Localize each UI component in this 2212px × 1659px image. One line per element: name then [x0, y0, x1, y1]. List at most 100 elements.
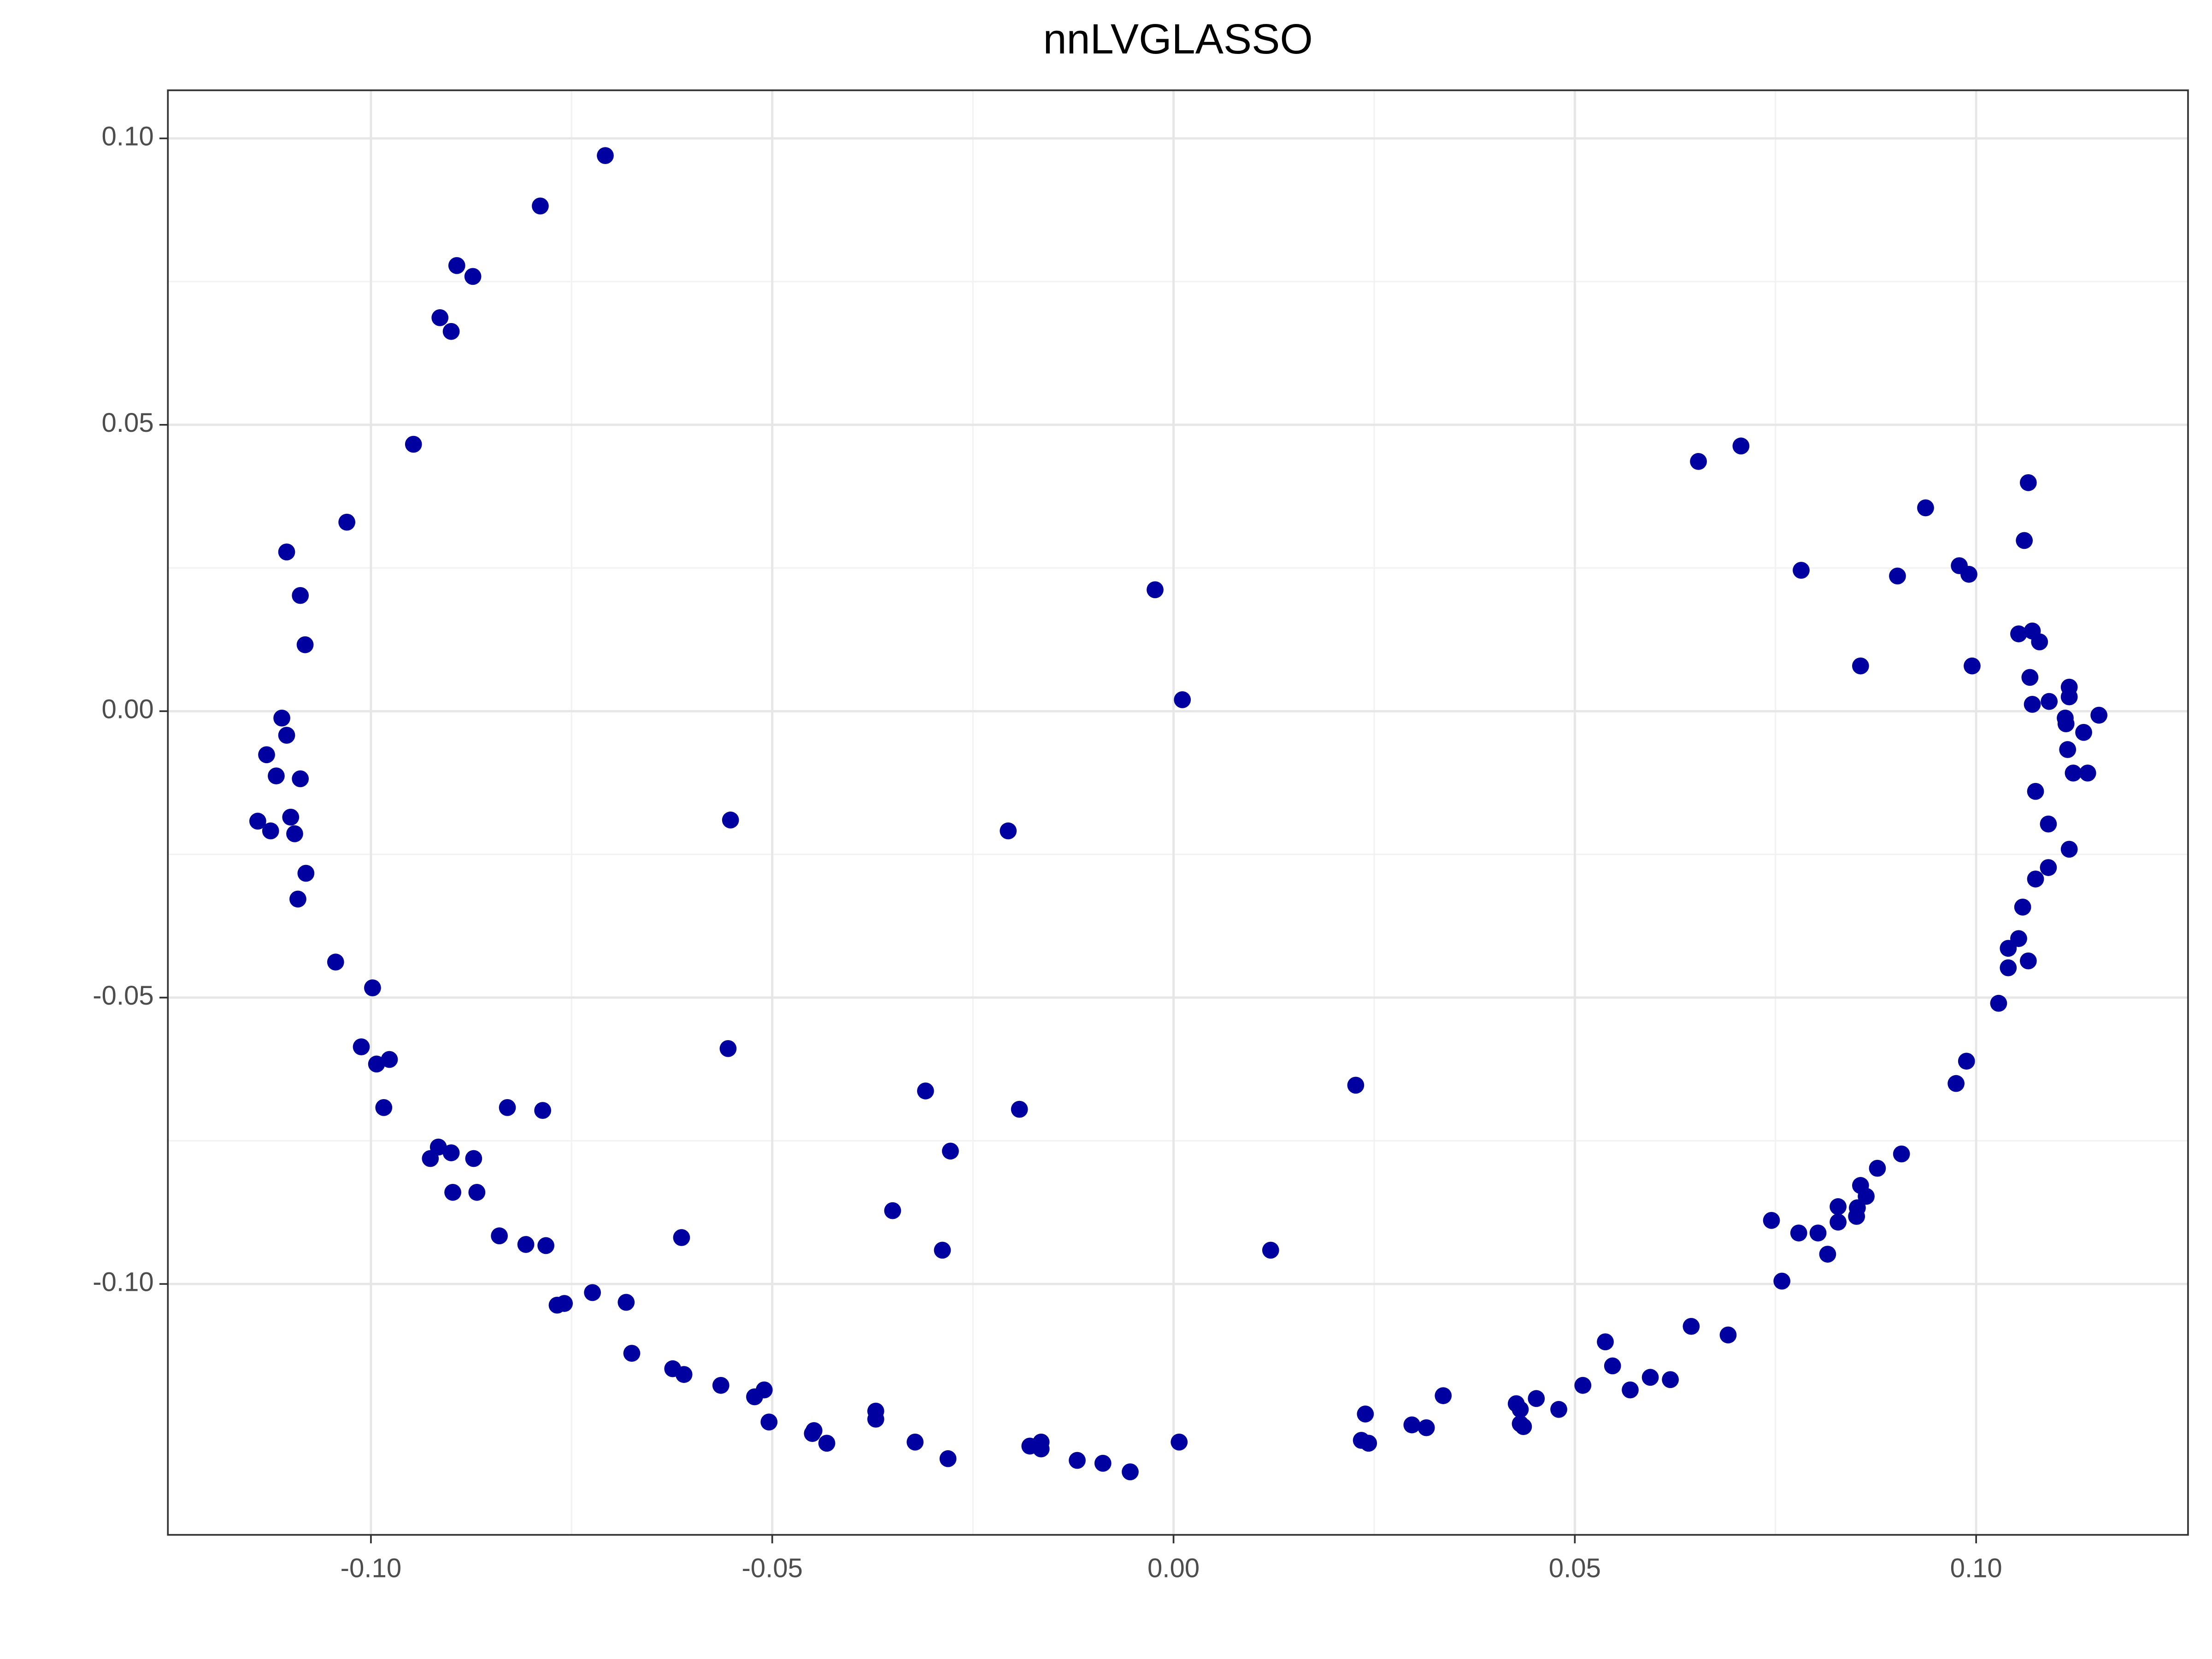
point: [2040, 859, 2057, 876]
point: [2010, 625, 2027, 642]
point: [1262, 1241, 1279, 1259]
point: [1574, 1377, 1592, 1394]
point: [1512, 1401, 1529, 1418]
x-tick-label: -0.05: [741, 1553, 803, 1583]
point: [491, 1227, 508, 1245]
point: [556, 1295, 573, 1312]
point: [2014, 898, 2031, 916]
point: [296, 636, 314, 653]
y-tick-label: 0.00: [101, 694, 153, 724]
point: [1732, 437, 1750, 455]
y-tick-label: -0.05: [93, 981, 154, 1011]
point: [597, 147, 614, 164]
point: [1849, 1199, 1866, 1217]
points: [249, 147, 2108, 1481]
point: [760, 1413, 778, 1431]
grid: [168, 90, 2188, 1535]
point: [1719, 1326, 1737, 1344]
point: [1094, 1454, 1112, 1472]
point: [917, 1082, 934, 1100]
point: [405, 435, 422, 453]
point: [1403, 1416, 1421, 1434]
point: [1418, 1419, 1435, 1436]
point: [1000, 822, 1017, 840]
x-tick-label: -0.10: [341, 1553, 402, 1583]
point: [2031, 633, 2048, 651]
point: [2010, 930, 2027, 947]
point: [442, 323, 460, 340]
point: [2041, 693, 2058, 710]
point: [1958, 1053, 1975, 1070]
point: [448, 257, 465, 274]
point: [746, 1388, 763, 1406]
point: [1763, 1212, 1780, 1229]
point: [1793, 562, 1810, 579]
point: [278, 543, 295, 561]
point: [1515, 1418, 1532, 1435]
point: [1889, 567, 1906, 585]
point: [1893, 1145, 1910, 1163]
point: [282, 808, 300, 826]
point: [804, 1425, 821, 1442]
point: [286, 825, 303, 842]
point: [2059, 741, 2077, 758]
point: [1947, 1075, 1965, 1092]
chart-title: nnLVGLASSO: [1043, 16, 1312, 63]
point: [499, 1099, 516, 1116]
point: [532, 197, 549, 215]
point: [1641, 1369, 1659, 1386]
point: [517, 1236, 535, 1253]
point: [867, 1411, 884, 1428]
point: [297, 865, 315, 882]
point: [584, 1284, 601, 1301]
point: [1360, 1435, 1377, 1452]
point: [249, 812, 266, 830]
point: [1773, 1272, 1791, 1290]
point: [906, 1433, 924, 1451]
point: [537, 1237, 554, 1254]
point: [1435, 1387, 1452, 1404]
point: [1528, 1390, 1545, 1407]
point: [673, 1229, 690, 1246]
point: [465, 1150, 482, 1167]
point: [1869, 1159, 1886, 1177]
point: [1622, 1381, 1639, 1399]
point: [2000, 959, 2017, 977]
x-tick-label: 0.10: [1950, 1553, 2002, 1583]
point: [273, 709, 290, 727]
point: [368, 1055, 385, 1073]
point: [422, 1150, 439, 1167]
point: [375, 1099, 393, 1116]
point: [2060, 688, 2078, 706]
point: [818, 1435, 835, 1452]
point: [2020, 474, 2037, 491]
point: [1830, 1213, 1847, 1231]
y-tick-label: -0.10: [93, 1267, 154, 1297]
point: [719, 1040, 737, 1057]
point: [1819, 1246, 1836, 1263]
point: [431, 309, 449, 326]
point: [262, 822, 279, 840]
point: [327, 953, 344, 971]
point: [1069, 1452, 1086, 1469]
point: [2027, 871, 2044, 888]
point: [1604, 1357, 1621, 1375]
point: [381, 1051, 398, 1068]
panel-border: [167, 89, 2189, 1536]
point: [1858, 1188, 1875, 1205]
point: [468, 1183, 486, 1201]
point: [2057, 715, 2075, 732]
x-tick-label: 0.00: [1147, 1553, 1200, 1583]
point: [464, 268, 482, 285]
point: [1032, 1440, 1050, 1458]
point: [353, 1038, 370, 1055]
point: [1690, 453, 1707, 470]
point: [278, 727, 295, 744]
point: [1122, 1463, 1139, 1481]
point: [934, 1241, 951, 1259]
point: [2027, 782, 2044, 800]
point: [2090, 706, 2108, 724]
y-tick-label: 0.05: [101, 408, 153, 438]
point: [2075, 724, 2092, 741]
